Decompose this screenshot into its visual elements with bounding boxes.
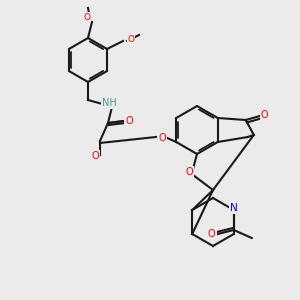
Text: O: O — [128, 35, 135, 44]
Text: O: O — [261, 110, 268, 120]
Text: O: O — [185, 167, 193, 177]
Text: O: O — [125, 116, 133, 126]
Text: N: N — [230, 203, 238, 213]
Text: NH: NH — [102, 98, 116, 108]
Text: O: O — [83, 13, 91, 22]
Text: O: O — [208, 229, 216, 239]
Text: O: O — [91, 151, 99, 161]
Text: O: O — [158, 133, 166, 143]
